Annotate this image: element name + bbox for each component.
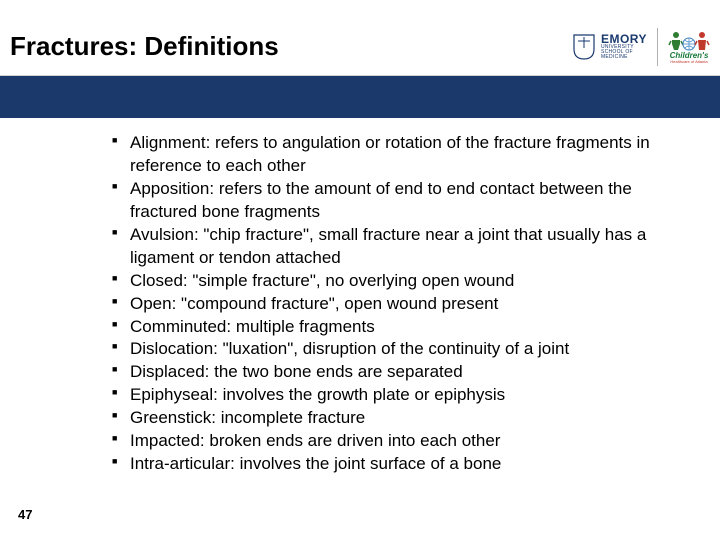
childrens-logo: Children's Healthcare of Atlanta <box>668 30 710 64</box>
list-item: Greenstick: incomplete fracture <box>112 407 690 430</box>
emory-text: EMORY UNIVERSITY SCHOOL OF MEDICINE <box>601 33 647 60</box>
definitions-list: Alignment: refers to angulation or rotat… <box>112 132 690 476</box>
page-number: 47 <box>18 507 32 522</box>
list-item: Closed: "simple fracture", no overlying … <box>112 270 690 293</box>
content-area: Alignment: refers to angulation or rotat… <box>0 118 720 476</box>
list-item: Dislocation: "luxation", disruption of t… <box>112 338 690 361</box>
list-item: Impacted: broken ends are driven into ea… <box>112 430 690 453</box>
header-bar: Fractures: Definitions EMORY UNIVERSITY … <box>0 0 720 76</box>
list-item: Open: "compound fracture", open wound pr… <box>112 293 690 316</box>
list-item: Apposition: refers to the amount of end … <box>112 178 690 224</box>
logo-divider <box>657 28 658 66</box>
list-item: Avulsion: "chip fracture", small fractur… <box>112 224 690 270</box>
list-item: Epiphyseal: involves the growth plate or… <box>112 384 690 407</box>
list-item: Displaced: the two bone ends are separat… <box>112 361 690 384</box>
list-item: Intra-articular: involves the joint surf… <box>112 453 690 476</box>
title-band <box>0 76 720 118</box>
shield-icon <box>573 34 595 60</box>
emory-sub3: MEDICINE <box>601 55 647 60</box>
page-title: Fractures: Definitions <box>10 13 279 62</box>
kids-icon <box>668 30 710 52</box>
childrens-sub: Healthcare of Atlanta <box>670 60 707 64</box>
list-item: Comminuted: multiple fragments <box>112 316 690 339</box>
emory-logo: EMORY UNIVERSITY SCHOOL OF MEDICINE <box>573 33 647 60</box>
list-item: Alignment: refers to angulation or rotat… <box>112 132 690 178</box>
logo-group: EMORY UNIVERSITY SCHOOL OF MEDICINE Chil… <box>573 10 720 66</box>
